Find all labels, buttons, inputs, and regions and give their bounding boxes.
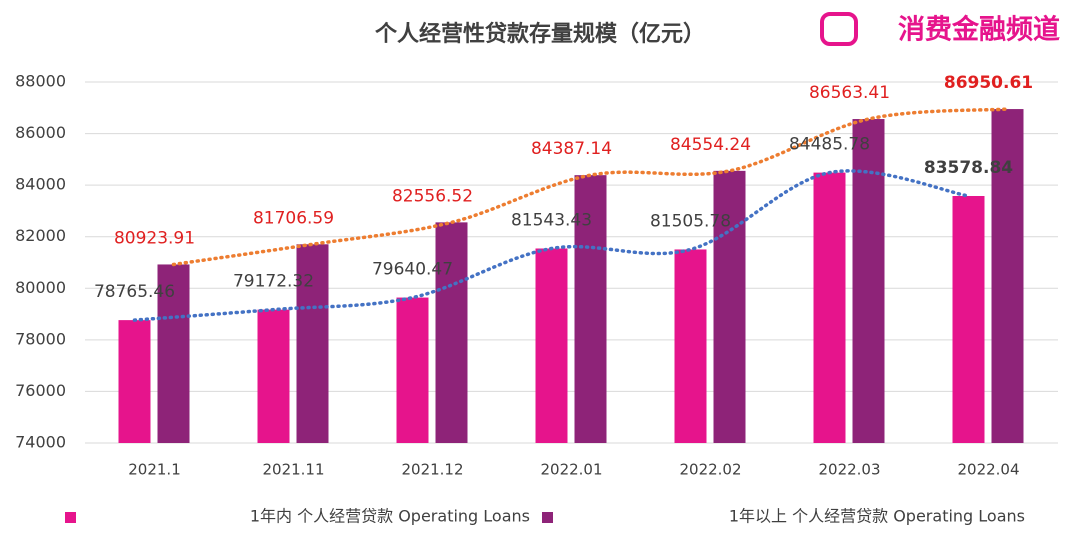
bar	[713, 170, 746, 443]
y-tick-label: 80000	[15, 278, 66, 297]
y-tick-label: 88000	[15, 72, 66, 91]
x-tick-label: 2022.01	[540, 461, 602, 479]
value-label: 81543.43	[511, 210, 592, 230]
value-label: 84387.14	[531, 139, 612, 159]
value-label: 84485.78	[789, 135, 870, 155]
bar	[991, 109, 1024, 444]
legend-label: 1年内 个人经营贷款 Operating Loans	[250, 507, 530, 526]
bar	[952, 196, 985, 443]
x-tick-label: 2021.1	[128, 461, 181, 479]
y-tick-label: 78000	[15, 329, 66, 348]
trend-line	[132, 169, 971, 322]
legend-label: 1年以上 个人经营贷款 Operating Loans	[729, 507, 1025, 526]
bar	[118, 320, 151, 443]
x-tick-label: 2021.11	[262, 461, 324, 479]
x-tick-label: 2022.02	[679, 461, 741, 479]
y-tick-label: 82000	[15, 226, 66, 245]
bar	[852, 119, 885, 443]
value-label: 82556.52	[392, 186, 473, 206]
bar	[674, 249, 707, 443]
bar	[574, 175, 607, 444]
y-tick-label: 84000	[15, 175, 66, 194]
value-label: 83578.84	[924, 158, 1013, 178]
bar	[157, 264, 190, 443]
x-tick-label: 2022.04	[957, 461, 1019, 479]
bar	[435, 222, 468, 443]
y-tick-label: 76000	[15, 381, 66, 400]
value-label: 79640.47	[372, 260, 453, 280]
value-label: 81706.59	[253, 208, 334, 228]
chart-title: 个人经营性贷款存量规模（亿元）	[375, 21, 705, 47]
bar	[257, 309, 290, 443]
bar	[296, 244, 329, 443]
value-label: 80923.91	[114, 228, 195, 248]
value-label: 84554.24	[670, 135, 751, 155]
value-label: 86563.41	[809, 83, 890, 103]
bar	[535, 248, 568, 443]
legend-swatch	[65, 512, 76, 523]
value-label: 81505.78	[650, 211, 731, 231]
legend-swatch	[542, 512, 553, 523]
value-label: 78765.46	[94, 282, 175, 302]
x-tick-label: 2022.03	[818, 461, 880, 479]
y-tick-label: 86000	[15, 123, 66, 142]
trend-line	[171, 107, 1010, 267]
value-label: 79172.32	[233, 272, 314, 292]
bar	[396, 297, 429, 443]
logo-icon	[820, 12, 858, 46]
x-tick-label: 2021.12	[401, 461, 463, 479]
bar	[813, 172, 846, 443]
value-label: 86950.61	[944, 73, 1033, 93]
y-tick-label: 74000	[15, 433, 66, 452]
logo: 消费金融频道	[898, 14, 1060, 46]
